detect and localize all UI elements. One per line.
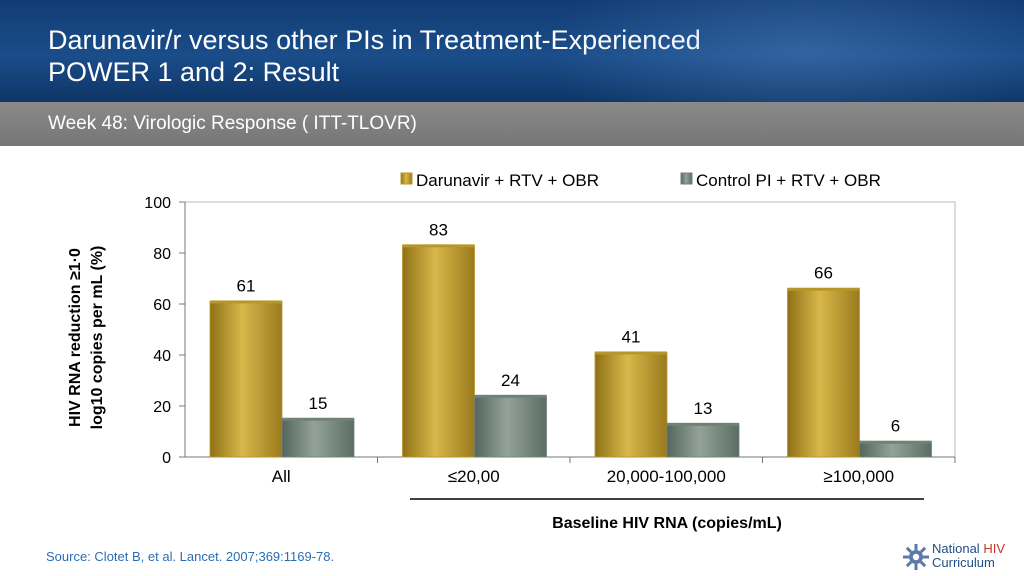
bar-top-edge	[282, 417, 354, 421]
data-label: 41	[622, 327, 641, 346]
gear-icon	[903, 544, 929, 570]
y-tick-label: 20	[153, 399, 171, 416]
bar	[859, 441, 932, 458]
bar-top-edge	[667, 422, 739, 426]
x-tick-label: 20,000-100,000	[607, 467, 726, 486]
bar-top-edge	[595, 351, 667, 355]
logo-text-hiv: HIV	[983, 541, 1005, 556]
bar	[281, 418, 355, 458]
logo-text: National HIV Curriculum	[932, 542, 1005, 570]
y-axis-title-line-2: log10 copies per mL (%)	[89, 246, 106, 430]
data-label: 13	[694, 399, 713, 418]
bar	[209, 301, 283, 458]
bar	[594, 352, 668, 458]
y-tick-label: 60	[153, 297, 171, 314]
bar	[666, 423, 740, 458]
bar-top-edge	[859, 440, 932, 444]
bar-top-edge	[787, 287, 860, 291]
page-subtitle: Week 48: Virologic Response ( ITT-TLOVR)	[48, 113, 417, 134]
bar-top-edge	[402, 244, 475, 248]
x-tick-label: ≤20,00	[448, 467, 500, 486]
x-axis-title: Baseline HIV RNA (copies/mL)	[552, 515, 782, 532]
legend-swatch	[400, 172, 413, 185]
data-label: 6	[891, 417, 900, 436]
bar	[787, 288, 860, 458]
x-tick-label: ≥100,000	[823, 467, 894, 486]
bar	[474, 395, 547, 458]
logo-text-national: National	[932, 541, 984, 556]
national-hiv-curriculum-logo: National HIV Curriculum	[902, 541, 1020, 573]
legend-label: Darunavir + RTV + OBR	[416, 171, 599, 190]
y-tick-label: 40	[153, 348, 171, 365]
bar-top-edge	[474, 394, 547, 398]
y-axis-title-line-1: HIV RNA reduction ≥1·0	[67, 248, 84, 427]
title-line-2: POWER 1 and 2: Result	[48, 57, 340, 87]
header-banner: Darunavir/r versus other PIs in Treatmen…	[0, 0, 1024, 102]
subtitle-bar: Week 48: Virologic Response ( ITT-TLOVR)	[0, 102, 1024, 146]
data-label: 61	[237, 276, 256, 295]
x-tick-label: All	[272, 467, 291, 486]
bar-top-edge	[210, 300, 282, 304]
data-label: 24	[501, 371, 520, 390]
data-label: 15	[309, 394, 328, 413]
legend-swatch	[680, 172, 693, 185]
y-tick-label: 100	[144, 195, 171, 212]
data-label: 66	[814, 264, 833, 283]
y-tick-label: 80	[153, 246, 171, 263]
bar	[402, 244, 475, 458]
data-label: 83	[429, 220, 448, 239]
source-citation: Source: Clotet B, et al. Lancet. 2007;36…	[46, 549, 335, 564]
legend-label: Control PI + RTV + OBR	[696, 171, 881, 190]
logo-text-curriculum: Curriculum	[932, 555, 995, 570]
y-tick-label: 0	[162, 450, 171, 467]
